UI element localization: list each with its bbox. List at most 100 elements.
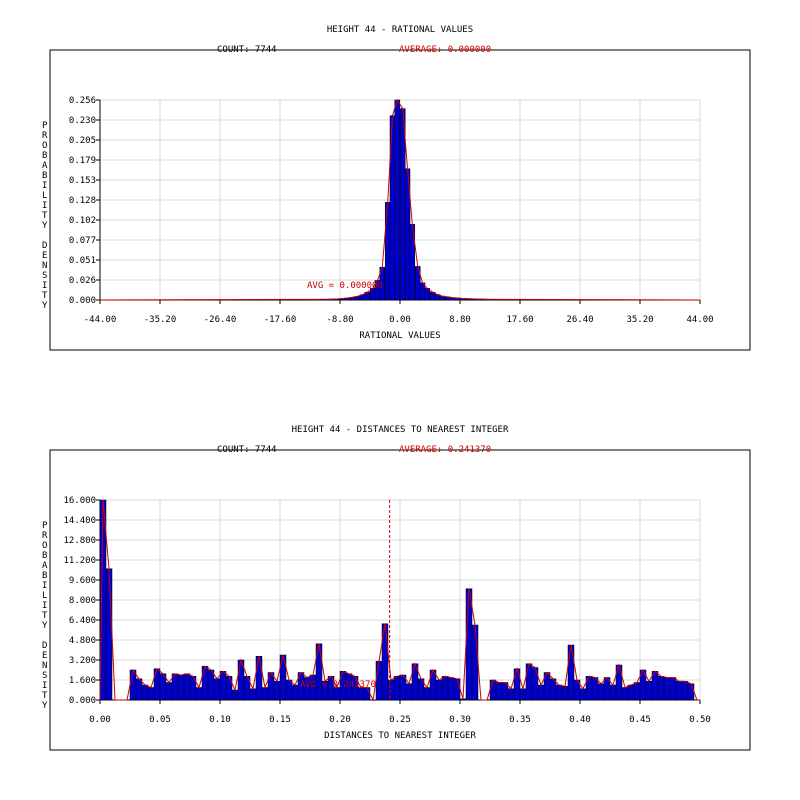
bar (687, 683, 695, 701)
bar (495, 682, 503, 701)
y-tick-label: 4.800 (69, 636, 96, 646)
bar (681, 681, 689, 701)
y-tick-label: 0.256 (69, 96, 96, 106)
y-tick-label: 0.179 (69, 156, 96, 166)
bar (291, 684, 299, 701)
y-tick-label: 0.051 (69, 256, 96, 266)
x-tick-label: 44.00 (686, 315, 713, 325)
x-tick-label: -26.40 (204, 315, 237, 325)
x-tick-label: -35.20 (144, 315, 177, 325)
bar (525, 663, 533, 701)
y-tick-label: 0.102 (69, 216, 96, 226)
bar (507, 688, 515, 701)
chart-title: HEIGHT 44 - DISTANCES TO NEAREST INTEGER (292, 425, 509, 435)
bar (591, 677, 599, 701)
x-tick-label: 0.40 (569, 715, 591, 725)
bar (513, 668, 521, 701)
x-tick-label: 0.15 (269, 715, 291, 725)
bar (147, 687, 155, 701)
bar (435, 679, 443, 701)
y-tick-label: 0.205 (69, 136, 96, 146)
y-tick-label: 3.200 (69, 656, 96, 666)
y-tick-label: 0.026 (69, 276, 96, 286)
chart-distances: HEIGHT 44 - DISTANCES TO NEAREST INTEGER… (42, 425, 751, 751)
bar (201, 666, 209, 701)
bar (261, 687, 269, 701)
chart-title: HEIGHT 44 - RATIONAL VALUES (327, 25, 473, 35)
y-tick-label: 14.400 (63, 516, 96, 526)
bar (459, 698, 467, 701)
bar (165, 682, 173, 701)
x-axis-label: RATIONAL VALUES (359, 331, 440, 341)
x-tick-label: 35.20 (626, 315, 653, 325)
density-curve (99, 499, 700, 702)
y-tick-label: 11.200 (63, 556, 96, 566)
y-ticks: 0.000 0.026 0.051 0.077 0.102 0.128 0.153 0.179… (69, 96, 100, 306)
bar (207, 669, 215, 701)
bar (633, 682, 641, 701)
bar (423, 687, 431, 701)
average-label: AVERAGE: 0.241370 (399, 445, 491, 455)
bar (375, 661, 383, 701)
bar (429, 669, 437, 701)
x-tick-label: 0.00 (389, 315, 411, 325)
bar (675, 681, 683, 701)
bar (219, 671, 227, 701)
bars (299, 99, 501, 301)
chart-frame (49, 449, 751, 751)
bar (555, 684, 563, 701)
bar (627, 684, 635, 701)
avg-marker-label: AVG = 0.000000 (307, 281, 383, 291)
x-tick-label: 26.40 (566, 315, 593, 325)
bar (549, 678, 557, 701)
bar (153, 668, 161, 701)
x-ticks: -44.00 -35.20 -26.40 -17.60 -8.80 0.00 8.80 17.… (84, 300, 714, 325)
bar (399, 108, 406, 301)
y-tick-label: 0.230 (69, 116, 96, 126)
bar (615, 664, 623, 701)
bar (285, 679, 293, 701)
bar (621, 687, 629, 701)
x-tick-label: 8.80 (449, 315, 471, 325)
bar (105, 568, 113, 701)
bar (537, 684, 545, 701)
chart-frame (49, 49, 751, 351)
y-tick-label: 0.153 (69, 176, 96, 186)
y-tick-label: 1.600 (69, 676, 96, 686)
x-tick-label: 0.30 (449, 715, 471, 725)
bar (567, 644, 575, 701)
bar (441, 676, 449, 701)
density-curve (99, 98, 701, 301)
chart-rational-values: HEIGHT 44 - RATIONAL VALUES COUNT: 7744 … (42, 25, 751, 351)
x-tick-label: 0.10 (209, 715, 231, 725)
bar (657, 676, 665, 701)
x-tick-label: 0.05 (149, 715, 171, 725)
x-axis-label: DISTANCES TO NEAREST INTEGER (324, 731, 476, 741)
bar (177, 674, 185, 701)
bar (255, 656, 263, 701)
x-tick-label: 0.00 (89, 715, 111, 725)
count-label: COUNT: 7744 (217, 45, 277, 55)
y-tick-label: 16.000 (63, 496, 96, 506)
average-label: AVERAGE: 0.000000 (399, 45, 491, 55)
x-ticks: 0.00 0.05 0.10 0.15 0.20 0.25 0.30 0.35 0.40 0.45… (89, 700, 711, 725)
x-tick-label: 17.60 (506, 315, 533, 325)
bar (489, 679, 497, 701)
bar (249, 688, 257, 701)
bar (231, 689, 239, 701)
y-tick-label: 0.000 (69, 696, 96, 706)
bar (609, 684, 617, 701)
bar (669, 677, 677, 701)
bar (273, 681, 281, 701)
bar (471, 624, 479, 701)
x-tick-label: 0.25 (389, 715, 411, 725)
bar (384, 202, 391, 301)
y-tick-label: 8.000 (69, 596, 96, 606)
bar (195, 687, 203, 701)
bar (561, 686, 569, 701)
grid (99, 499, 701, 701)
